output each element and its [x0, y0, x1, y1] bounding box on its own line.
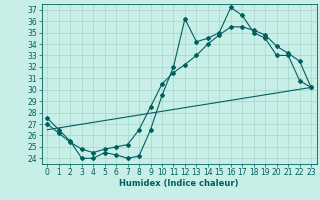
- X-axis label: Humidex (Indice chaleur): Humidex (Indice chaleur): [119, 179, 239, 188]
